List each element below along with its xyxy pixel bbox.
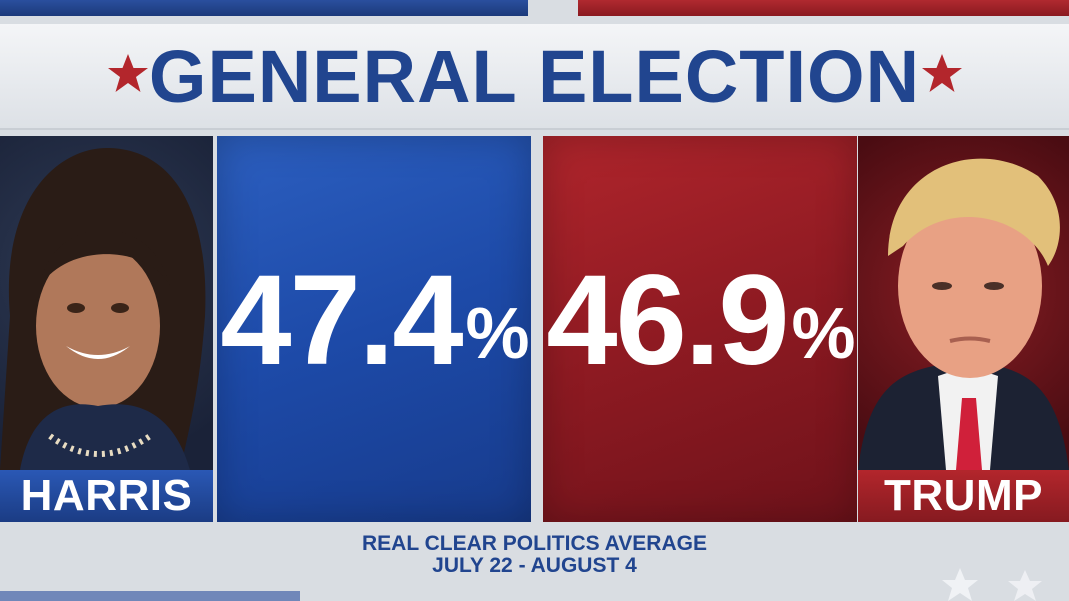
candidate-name-trump: TRUMP [858, 470, 1069, 522]
poll-source: REAL CLEAR POLITICS AVERAGE JULY 22 - AU… [0, 533, 1069, 577]
star-icon [922, 54, 962, 92]
candidate-name-harris: HARRIS [0, 470, 213, 522]
source-date-range: JULY 22 - AUGUST 4 [432, 554, 637, 577]
trump-portrait: TRUMP [858, 136, 1069, 522]
star-icon [1008, 570, 1042, 601]
star-icon [942, 568, 978, 601]
harris-percentage-value: 47.4 [220, 249, 463, 392]
star-icon [108, 54, 148, 92]
page-title: GENERAL ELECTION [148, 35, 921, 118]
percent-sign: % [465, 294, 530, 374]
harris-percentage-panel: 47.4% [217, 136, 531, 522]
harris-percentage: 47.4% [217, 246, 531, 409]
percent-sign: % [791, 294, 856, 374]
top-accent-bar-red [578, 0, 1069, 16]
header-banner: GENERAL ELECTION [0, 24, 1069, 130]
harris-portrait: HARRIS [0, 136, 213, 522]
person-icon [0, 147, 206, 470]
source-title: REAL CLEAR POLITICS AVERAGE [362, 532, 707, 555]
bottom-accent-bar [0, 591, 300, 601]
trump-percentage-panel: 46.9% [543, 136, 857, 522]
trump-percentage-value: 46.9 [546, 249, 789, 392]
trump-percentage: 46.9% [543, 246, 857, 409]
decorative-stars [942, 568, 1042, 601]
person-icon [858, 158, 1069, 470]
top-accent-bar-blue [0, 0, 528, 16]
